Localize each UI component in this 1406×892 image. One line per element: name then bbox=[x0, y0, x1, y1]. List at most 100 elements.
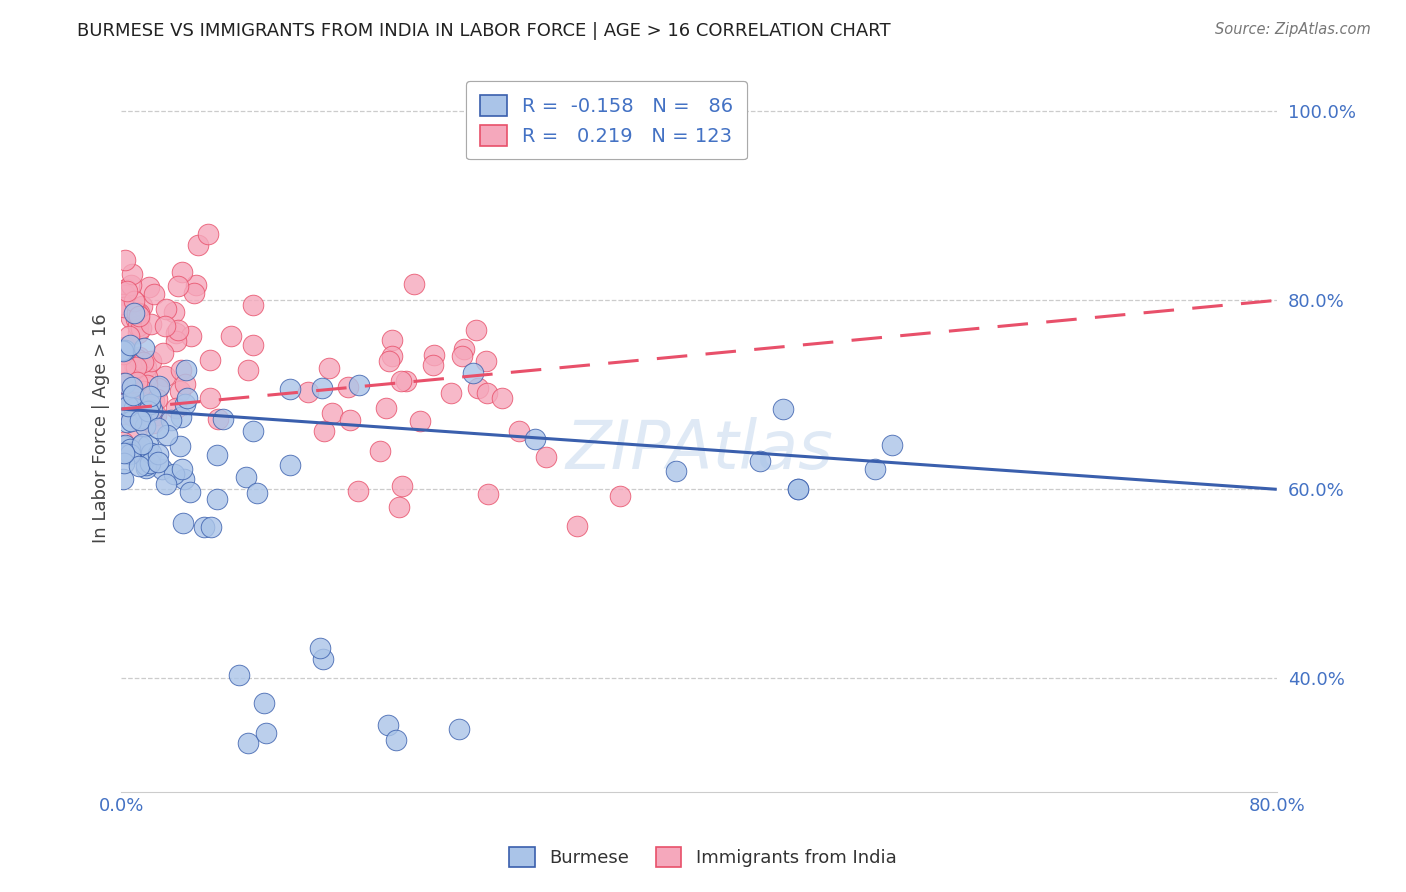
Point bbox=[128, 393, 150, 408]
Point bbox=[311, 381, 333, 395]
Point bbox=[198, 391, 221, 405]
Point bbox=[156, 428, 179, 442]
Point bbox=[111, 343, 134, 358]
Point bbox=[114, 252, 136, 267]
Point bbox=[337, 380, 360, 394]
Point bbox=[128, 312, 150, 326]
Point bbox=[173, 472, 195, 486]
Point bbox=[115, 415, 138, 429]
Point bbox=[114, 376, 136, 391]
Point bbox=[145, 408, 167, 422]
Point bbox=[211, 412, 233, 426]
Point bbox=[381, 349, 404, 363]
Point bbox=[347, 378, 370, 392]
Point bbox=[111, 434, 134, 449]
Point bbox=[114, 359, 136, 374]
Point bbox=[143, 393, 166, 408]
Point bbox=[125, 430, 148, 444]
Point bbox=[440, 386, 463, 401]
Point bbox=[787, 483, 810, 497]
Point bbox=[114, 393, 136, 408]
Point bbox=[128, 399, 150, 413]
Point bbox=[409, 414, 432, 428]
Point bbox=[135, 403, 157, 417]
Point bbox=[236, 363, 259, 377]
Point bbox=[772, 401, 794, 416]
Point bbox=[114, 340, 136, 354]
Point bbox=[136, 404, 159, 418]
Point bbox=[120, 414, 142, 428]
Point bbox=[129, 411, 152, 425]
Point bbox=[297, 384, 319, 399]
Point bbox=[474, 353, 496, 368]
Point bbox=[391, 479, 413, 493]
Point bbox=[118, 338, 141, 352]
Point bbox=[111, 407, 134, 421]
Point bbox=[309, 640, 332, 655]
Point bbox=[464, 323, 486, 337]
Y-axis label: In Labor Force | Age > 16: In Labor Force | Age > 16 bbox=[93, 313, 110, 542]
Point bbox=[169, 363, 191, 377]
Point bbox=[339, 413, 361, 427]
Point bbox=[111, 297, 134, 311]
Point bbox=[197, 227, 219, 241]
Point bbox=[128, 405, 150, 419]
Point bbox=[449, 722, 471, 736]
Point bbox=[368, 443, 391, 458]
Point bbox=[384, 733, 406, 747]
Point bbox=[139, 446, 162, 460]
Point bbox=[112, 456, 135, 470]
Point bbox=[112, 445, 135, 459]
Point bbox=[114, 437, 136, 451]
Point bbox=[475, 386, 498, 401]
Point bbox=[246, 486, 269, 500]
Point bbox=[138, 279, 160, 293]
Point bbox=[174, 397, 197, 411]
Point bbox=[176, 391, 198, 405]
Point bbox=[128, 459, 150, 474]
Point bbox=[115, 282, 138, 296]
Point bbox=[254, 725, 277, 739]
Point bbox=[138, 397, 160, 411]
Point bbox=[205, 448, 228, 462]
Point bbox=[127, 318, 149, 333]
Point bbox=[127, 326, 149, 341]
Point bbox=[111, 343, 134, 358]
Point bbox=[120, 396, 142, 410]
Point bbox=[112, 365, 135, 379]
Point bbox=[389, 374, 412, 388]
Point bbox=[122, 306, 145, 320]
Point bbox=[139, 456, 162, 470]
Point bbox=[122, 444, 145, 458]
Point bbox=[174, 376, 197, 391]
Legend: Burmese, Immigrants from India: Burmese, Immigrants from India bbox=[502, 839, 904, 874]
Point bbox=[207, 412, 229, 426]
Point bbox=[187, 238, 209, 252]
Point bbox=[155, 476, 177, 491]
Point bbox=[120, 278, 142, 293]
Point bbox=[129, 413, 152, 427]
Point bbox=[136, 438, 159, 452]
Point bbox=[200, 520, 222, 534]
Point bbox=[145, 392, 167, 406]
Text: BURMESE VS IMMIGRANTS FROM INDIA IN LABOR FORCE | AGE > 16 CORRELATION CHART: BURMESE VS IMMIGRANTS FROM INDIA IN LABO… bbox=[77, 22, 891, 40]
Point bbox=[120, 442, 142, 456]
Point bbox=[166, 278, 188, 293]
Point bbox=[131, 300, 153, 314]
Point bbox=[179, 485, 201, 500]
Point bbox=[378, 354, 401, 368]
Point bbox=[508, 424, 530, 438]
Point bbox=[132, 341, 155, 355]
Point bbox=[148, 381, 170, 395]
Point bbox=[135, 359, 157, 374]
Point bbox=[198, 352, 221, 367]
Point bbox=[117, 399, 139, 413]
Point bbox=[377, 717, 399, 731]
Point bbox=[118, 446, 141, 460]
Point bbox=[146, 455, 169, 469]
Point bbox=[125, 312, 148, 326]
Point bbox=[536, 450, 558, 464]
Point bbox=[346, 484, 368, 499]
Point bbox=[422, 358, 444, 372]
Point bbox=[155, 301, 177, 316]
